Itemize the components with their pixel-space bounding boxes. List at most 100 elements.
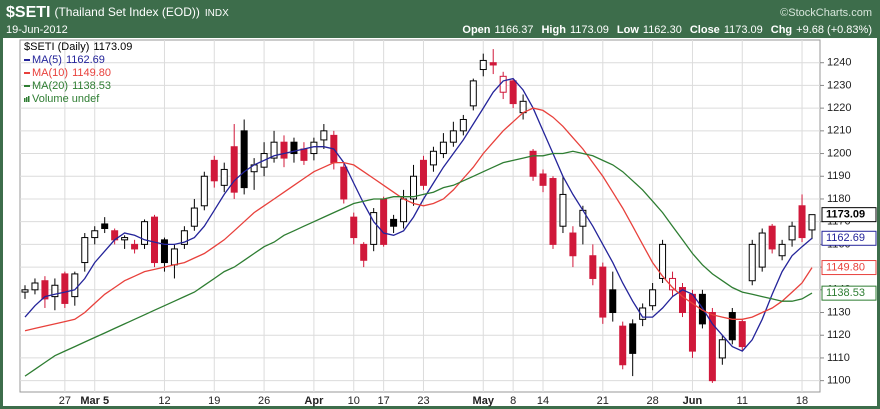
candle-body — [678, 287, 686, 314]
candle-body — [509, 80, 517, 105]
y-tick-label: 1230 — [827, 79, 851, 91]
legend-name: MA(10) — [32, 67, 68, 79]
legend-entry: Volume undef — [32, 93, 100, 105]
quote-value: 1166.37 — [495, 24, 534, 36]
candle-body — [569, 232, 577, 257]
candle-body — [360, 243, 368, 261]
candle-body — [180, 230, 188, 245]
credit: ©StockCharts.com — [780, 7, 872, 19]
legend-name: $SETI (Daily) — [24, 41, 89, 53]
x-tick-label: 21 — [597, 395, 609, 407]
candle-body — [788, 225, 796, 241]
legend-entry: MA(20) 1138.53 — [32, 80, 111, 92]
x-tick-label: Mar 5 — [80, 395, 109, 407]
x-tick-label: 10 — [348, 395, 360, 407]
candle-body — [629, 323, 637, 354]
x-tick-label: May — [473, 395, 495, 407]
candle-body — [141, 221, 149, 245]
moving-average — [24, 107, 813, 332]
x-tick-label: 26 — [258, 395, 270, 407]
y-tick-label: 1130 — [827, 306, 851, 318]
x-tick-label: 27 — [59, 395, 71, 407]
x-tick-label: 28 — [646, 395, 658, 407]
candle-body — [798, 205, 806, 239]
y-tick-label: 1220 — [827, 102, 851, 114]
candle-body — [200, 175, 208, 207]
candle-body — [738, 321, 746, 348]
candle-body — [210, 159, 218, 182]
y-tick-label: 1110 — [827, 352, 850, 364]
plot-area — [19, 39, 821, 393]
x-tick-label: Jun — [683, 395, 703, 407]
value-tag — [821, 207, 877, 223]
x-tick-label: 11 — [737, 395, 748, 407]
value-tag-label: 1162.69 — [826, 232, 865, 244]
y-tick-label: 1240 — [827, 57, 851, 69]
quote-label: High — [541, 24, 566, 36]
candle-body — [489, 62, 497, 66]
candle-body — [808, 214, 816, 231]
candle-body — [439, 141, 447, 155]
candle-body — [609, 289, 617, 314]
legend-name: MA(5) — [32, 54, 62, 66]
moving-average — [24, 77, 813, 352]
candle-body — [728, 312, 736, 341]
candle-body — [529, 150, 537, 177]
quote-label: Open — [462, 24, 490, 36]
candle-body — [340, 166, 348, 200]
candle-body — [390, 218, 398, 227]
candle-body — [539, 173, 547, 186]
y-tick-label: 1210 — [827, 125, 851, 137]
candle-body — [31, 282, 39, 291]
candle-body — [599, 266, 607, 318]
candle-body — [758, 232, 766, 268]
exchange: INDX — [205, 8, 229, 19]
quote-value: +9.68 (+0.83%) — [796, 24, 872, 36]
y-tick-label: 1180 — [827, 193, 851, 205]
candle-body — [449, 130, 457, 143]
quote-value: 1162.30 — [643, 24, 682, 36]
y-tick-label: 1190 — [827, 170, 851, 182]
candle-body — [400, 198, 408, 223]
candle-body — [718, 339, 726, 359]
legend-value: 1138.53 — [72, 80, 111, 92]
candle-body — [61, 273, 69, 304]
legend-value: 1149.80 — [72, 67, 111, 79]
legend-value: 1173.09 — [93, 41, 132, 53]
x-tick-label: 19 — [208, 395, 220, 407]
candle-body — [41, 280, 49, 300]
title-line: $SETI (Thailand Set Index (EOD)) INDX — [6, 4, 229, 21]
quote-value: 1173.09 — [570, 24, 609, 36]
value-tag — [821, 285, 877, 301]
legend-swatch — [26, 97, 28, 102]
candle-body — [71, 273, 79, 298]
marks — [21, 49, 816, 383]
x-tick-label: Apr — [304, 395, 324, 407]
candle-body — [549, 178, 557, 245]
quote-value: 1173.09 — [724, 24, 763, 36]
date: 19-Jun-2012 — [6, 24, 68, 36]
candle-body — [619, 325, 627, 366]
candle-body — [768, 225, 776, 250]
candle-body — [778, 243, 786, 257]
candle-body — [589, 255, 597, 279]
x-tick-label: 18 — [796, 395, 808, 407]
x-tick-label: 12 — [158, 395, 170, 407]
candle-body — [380, 198, 388, 245]
legend-swatch — [24, 98, 26, 102]
candle-body — [559, 193, 567, 227]
candle-body — [370, 212, 378, 245]
x-tick-label: 23 — [417, 395, 429, 407]
x-tick-label: 14 — [537, 395, 549, 407]
candle-body — [151, 216, 159, 264]
candle-body — [410, 175, 418, 200]
candle-body — [708, 312, 716, 382]
legend-swatch — [28, 96, 30, 102]
quote-label: Low — [617, 24, 639, 36]
legend-name: MA(20) — [32, 80, 68, 92]
candle-body — [170, 248, 178, 266]
quote-line: Open 1166.37 High 1173.09 Low 1162.30 Close 117… — [462, 24, 872, 36]
value-tag — [821, 260, 877, 276]
